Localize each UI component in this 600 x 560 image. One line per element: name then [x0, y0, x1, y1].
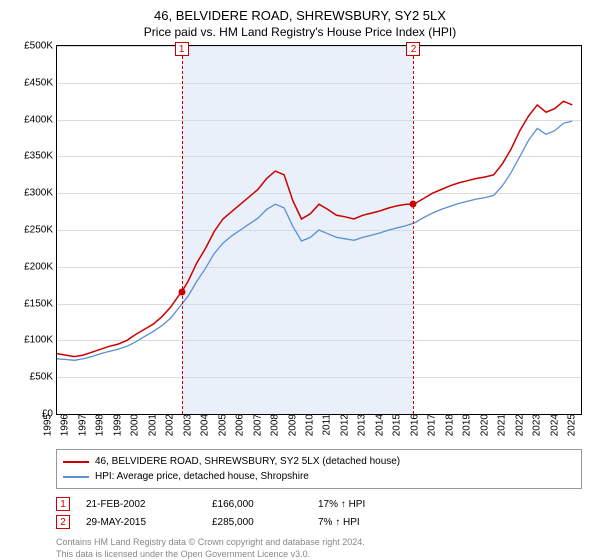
sale-price: £166,000	[212, 499, 302, 510]
x-axis-tick-label: 2007	[248, 414, 263, 436]
plot-area-wrap: £0£50K£100K£150K£200K£250K£300K£350K£400…	[56, 45, 582, 415]
sales-table-row: 1 21-FEB-2002 £166,000 17% ↑ HPI	[56, 495, 582, 513]
legend-box: 46, BELVIDERE ROAD, SHREWSBURY, SY2 5LX …	[56, 449, 582, 489]
y-axis-tick-label: £200K	[24, 261, 57, 272]
chart-subtitle: Price paid vs. HM Land Registry's House …	[10, 25, 590, 39]
y-axis-tick-label: £500K	[24, 41, 57, 52]
x-axis-tick-label: 2019	[458, 414, 473, 436]
chart-lines-svg	[57, 46, 581, 414]
legend-and-info: 46, BELVIDERE ROAD, SHREWSBURY, SY2 5LX …	[56, 449, 582, 560]
legend-item: HPI: Average price, detached house, Shro…	[63, 469, 575, 484]
x-axis-tick-label: 2021	[493, 414, 508, 436]
x-axis-tick-label: 1999	[108, 414, 123, 436]
x-axis-tick-label: 2022	[510, 414, 525, 436]
y-axis-tick-label: £400K	[24, 114, 57, 125]
x-axis-tick-label: 1998	[91, 414, 106, 436]
x-axis-tick-label: 2011	[318, 414, 333, 436]
x-axis-tick-label: 2002	[161, 414, 176, 436]
sale-number-box: 1	[56, 497, 70, 511]
x-axis-tick-label: 2005	[213, 414, 228, 436]
x-axis-tick-label: 2010	[300, 414, 315, 436]
sale-marker-number: 1	[175, 42, 189, 56]
legend-swatch	[63, 461, 89, 463]
legend-item: 46, BELVIDERE ROAD, SHREWSBURY, SY2 5LX …	[63, 454, 575, 469]
sales-table: 1 21-FEB-2002 £166,000 17% ↑ HPI 2 29-MAY-201…	[56, 495, 582, 531]
x-axis-tick-label: 2000	[126, 414, 141, 436]
sale-marker-line	[182, 46, 183, 414]
chart-title: 46, BELVIDERE ROAD, SHREWSBURY, SY2 5LX	[10, 8, 590, 23]
y-axis-tick-label: £450K	[24, 77, 57, 88]
x-axis-tick-label: 2023	[527, 414, 542, 436]
hpi-chart-container: 46, BELVIDERE ROAD, SHREWSBURY, SY2 5LX …	[0, 0, 600, 560]
y-axis-tick-label: £100K	[24, 335, 57, 346]
series-line-hpi	[57, 121, 572, 360]
x-axis-tick-label: 2020	[475, 414, 490, 436]
sale-marker-dot	[178, 288, 185, 295]
x-axis-tick-label: 2001	[143, 414, 158, 436]
x-axis-tick-label: 2024	[545, 414, 560, 436]
series-line-property	[57, 101, 572, 356]
chart-title-block: 46, BELVIDERE ROAD, SHREWSBURY, SY2 5LX …	[10, 8, 590, 39]
sale-date: 21-FEB-2002	[86, 499, 196, 510]
sale-price: £285,000	[212, 517, 302, 528]
x-axis-tick-label: 2009	[283, 414, 298, 436]
sale-number-box: 2	[56, 515, 70, 529]
sale-marker-line	[413, 46, 414, 414]
x-axis-tick-label: 2018	[440, 414, 455, 436]
x-axis-tick-label: 1995	[38, 414, 53, 436]
sales-table-row: 2 29-MAY-2015 £285,000 7% ↑ HPI	[56, 513, 582, 531]
y-axis-tick-label: £300K	[24, 188, 57, 199]
y-axis-tick-label: £250K	[24, 225, 57, 236]
x-axis-tick-label: 1996	[56, 414, 71, 436]
x-axis-tick-label: 2006	[231, 414, 246, 436]
y-axis-tick-label: £350K	[24, 151, 57, 162]
x-axis-tick-label: 2013	[353, 414, 368, 436]
x-axis-tick-label: 2016	[405, 414, 420, 436]
x-axis-tick-label: 2004	[196, 414, 211, 436]
x-axis-tick-label: 1997	[73, 414, 88, 436]
sale-marker-number: 2	[406, 42, 420, 56]
footnote-line: This data is licensed under the Open Gov…	[56, 549, 582, 560]
x-axis-tick-label: 2017	[423, 414, 438, 436]
sale-hpi-diff: 17% ↑ HPI	[318, 499, 398, 510]
x-axis-tick-label: 2012	[335, 414, 350, 436]
footnote-line: Contains HM Land Registry data © Crown c…	[56, 537, 582, 549]
sale-date: 29-MAY-2015	[86, 517, 196, 528]
x-axis-tick-label: 2025	[562, 414, 577, 436]
sale-hpi-diff: 7% ↑ HPI	[318, 517, 398, 528]
y-axis-tick-label: £50K	[30, 372, 57, 383]
x-axis-tick-label: 2014	[370, 414, 385, 436]
legend-swatch	[63, 476, 89, 478]
legend-label: 46, BELVIDERE ROAD, SHREWSBURY, SY2 5LX …	[95, 454, 400, 469]
sale-marker-dot	[410, 201, 417, 208]
y-axis-tick-label: £150K	[24, 298, 57, 309]
footnote: Contains HM Land Registry data © Crown c…	[56, 537, 582, 560]
x-axis-tick-label: 2003	[178, 414, 193, 436]
legend-label: HPI: Average price, detached house, Shro…	[95, 469, 309, 484]
plot-area: £0£50K£100K£150K£200K£250K£300K£350K£400…	[56, 45, 582, 415]
x-axis-tick-label: 2015	[388, 414, 403, 436]
x-axis-tick-label: 2008	[265, 414, 280, 436]
